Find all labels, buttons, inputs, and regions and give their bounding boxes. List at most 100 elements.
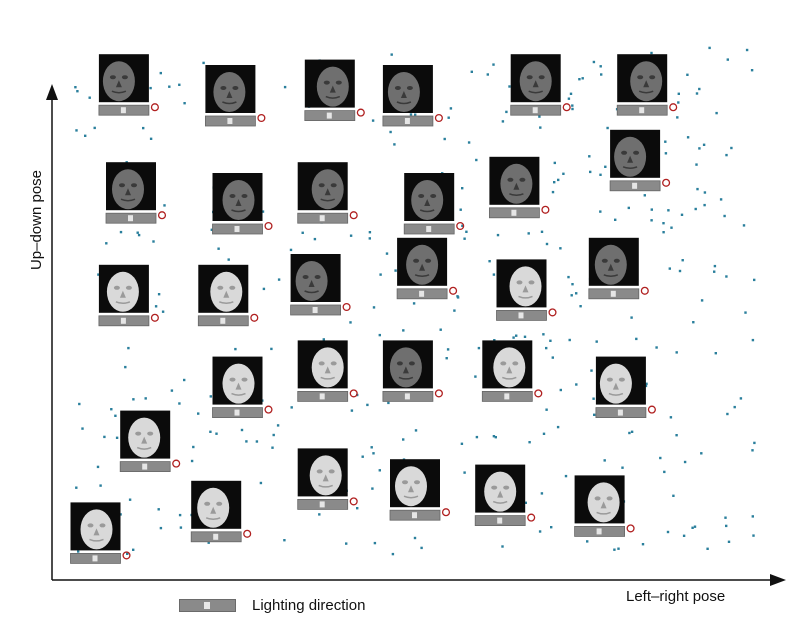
data-point xyxy=(550,526,553,529)
data-point xyxy=(350,409,354,412)
lighting-knob xyxy=(319,501,325,508)
data-point xyxy=(599,65,602,68)
pose-marker xyxy=(434,113,443,123)
data-point xyxy=(666,530,670,534)
lighting-knob xyxy=(326,112,332,119)
data-point xyxy=(592,397,595,400)
lighting-knob xyxy=(220,317,226,324)
data-point xyxy=(488,260,491,263)
data-point xyxy=(378,469,381,472)
data-point xyxy=(545,346,548,350)
data-point xyxy=(449,107,453,110)
data-point xyxy=(551,356,554,359)
face-thumbnail xyxy=(389,459,451,521)
data-point xyxy=(99,484,102,487)
data-point xyxy=(686,73,689,76)
data-point xyxy=(379,273,382,276)
face-thumbnail xyxy=(290,254,351,316)
data-point xyxy=(276,424,280,427)
data-point xyxy=(750,69,754,72)
data-point xyxy=(192,445,195,449)
lighting-knob xyxy=(234,226,240,232)
lighting-knob xyxy=(632,182,638,189)
face-thumbnail xyxy=(481,340,543,402)
data-point xyxy=(724,516,727,519)
face-thumbnail xyxy=(595,356,656,419)
data-point xyxy=(650,219,653,222)
data-point xyxy=(461,187,464,190)
data-point xyxy=(590,369,593,372)
data-point xyxy=(470,70,473,73)
data-point xyxy=(460,442,464,445)
data-point xyxy=(556,425,560,429)
data-point xyxy=(301,231,304,234)
data-point xyxy=(683,460,687,464)
face-thumbnail xyxy=(496,259,557,321)
data-point xyxy=(700,452,703,455)
data-point xyxy=(255,440,259,443)
face-thumbnail xyxy=(588,237,649,300)
data-point xyxy=(370,446,373,449)
pose-marker xyxy=(662,178,671,187)
data-point xyxy=(496,233,500,237)
lighting-knob xyxy=(518,312,524,319)
face-thumbnail xyxy=(297,448,358,510)
data-point xyxy=(414,429,418,432)
lighting-knob xyxy=(128,215,133,222)
data-point xyxy=(313,237,317,241)
face-thumbnails xyxy=(70,54,678,564)
data-point xyxy=(368,231,372,234)
data-point xyxy=(630,316,633,319)
data-point xyxy=(414,113,417,116)
face-thumbnail xyxy=(616,54,678,116)
data-point xyxy=(542,432,546,435)
data-point xyxy=(170,389,174,392)
data-point xyxy=(680,213,684,216)
legend: Lighting direction xyxy=(179,597,365,614)
pose-marker xyxy=(122,551,131,560)
data-point xyxy=(110,408,113,411)
data-point xyxy=(571,283,574,286)
face-thumbnail xyxy=(297,340,358,402)
data-point xyxy=(579,305,582,308)
data-point xyxy=(744,311,747,314)
data-point xyxy=(157,508,160,511)
lighting-knob xyxy=(404,393,410,400)
data-point xyxy=(753,278,756,282)
data-point xyxy=(445,357,448,360)
face-thumbnail xyxy=(297,162,358,224)
data-point xyxy=(562,172,565,175)
data-point xyxy=(389,130,392,134)
data-point xyxy=(730,146,733,150)
data-point xyxy=(245,440,248,443)
lighting-knob xyxy=(213,533,219,540)
data-point xyxy=(105,242,108,245)
y-axis-label: Up–down pose xyxy=(28,169,45,271)
data-point xyxy=(372,306,376,309)
data-point xyxy=(402,329,405,332)
data-point xyxy=(726,58,729,61)
data-point xyxy=(606,126,609,130)
data-point xyxy=(569,92,573,95)
data-point xyxy=(751,449,754,452)
data-point xyxy=(663,470,666,474)
pose-marker xyxy=(243,529,252,538)
data-point xyxy=(371,119,375,122)
data-point xyxy=(132,548,135,551)
face-thumbnail xyxy=(488,156,550,219)
data-point xyxy=(551,190,555,194)
data-point xyxy=(119,230,123,234)
data-point xyxy=(675,434,678,437)
data-point xyxy=(672,494,675,497)
data-point xyxy=(197,412,200,415)
data-point xyxy=(207,541,210,544)
data-point xyxy=(664,140,667,143)
data-point xyxy=(575,383,578,386)
lighting-knob xyxy=(234,409,240,416)
data-point xyxy=(96,465,100,469)
data-point xyxy=(322,338,325,341)
x-axis-label: Left–right pose xyxy=(626,588,726,605)
data-point xyxy=(727,540,731,543)
data-point xyxy=(124,365,127,369)
data-point xyxy=(103,435,106,439)
